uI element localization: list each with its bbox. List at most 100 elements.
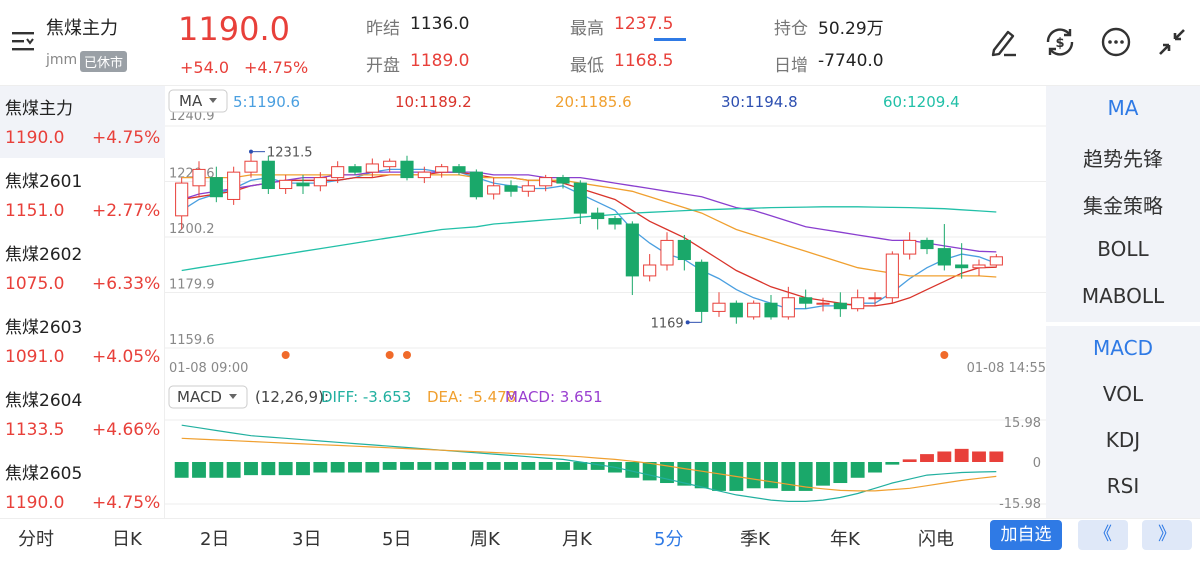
macd-params: (12,26,9): — [255, 388, 329, 406]
contract-code: jmm — [46, 52, 78, 68]
candle-body — [729, 302, 743, 318]
chevron-down-icon — [209, 98, 217, 103]
indicator-1[interactable]: 趋势先锋 — [1083, 147, 1163, 171]
candle — [556, 174, 570, 189]
stat-value: 50.29万 — [818, 19, 884, 39]
macd-bar — [209, 462, 224, 478]
sub-indicator-2[interactable]: KDJ — [1105, 428, 1141, 452]
macd-bar — [885, 462, 900, 465]
tab-10[interactable]: 闪电 — [918, 529, 954, 550]
chart-area[interactable]: 1240.9 1220.6 1200.2 1179.9 1159.6 01-08 09:0… — [165, 86, 1046, 518]
candle — [851, 289, 865, 312]
stat-label: 最高 — [570, 19, 604, 39]
candle — [573, 180, 587, 225]
indicator-2[interactable]: 集金策略 — [1083, 194, 1163, 218]
indicator-4[interactable]: MABOLL — [1081, 284, 1165, 308]
candle — [417, 166, 431, 184]
tab-8[interactable]: 季K — [740, 529, 770, 550]
y-tick-label: 1200.2 — [169, 222, 215, 237]
low-marker-label: 1169 — [651, 316, 684, 331]
collapse-icon[interactable] — [1154, 24, 1190, 60]
contract-list-item[interactable]: 焦煤2604 1133.5 +4.66% — [0, 378, 165, 450]
sub-indicator-0[interactable]: MACD — [1093, 336, 1153, 360]
contract-list-item[interactable]: 焦煤2602 1075.0 +6.33% — [0, 232, 165, 304]
macd-bar — [469, 462, 484, 470]
dea-line — [181, 437, 997, 492]
high-marker-label: 1231.5 — [267, 146, 313, 161]
indicator-0[interactable]: MA — [1107, 96, 1139, 120]
indicator-3[interactable]: BOLL — [1097, 237, 1149, 261]
ma-selector-box — [168, 89, 228, 113]
macd-bar — [504, 462, 518, 470]
macd-selector[interactable]: MACD — [168, 385, 248, 409]
sub-indicator-1[interactable]: VOL — [1102, 382, 1144, 406]
macd-bar — [868, 462, 882, 473]
ma-line-ma20 — [181, 174, 997, 278]
add-watchlist-button[interactable]: 加自选 — [990, 520, 1062, 550]
candle-body — [955, 264, 969, 269]
macd-bar — [192, 462, 206, 478]
candle-body — [937, 248, 951, 266]
contract-name[interactable]: 焦煤主力 — [46, 18, 118, 39]
candle-body — [781, 297, 795, 318]
candle-body — [556, 177, 570, 184]
candle — [539, 174, 553, 192]
macd-bar — [434, 462, 449, 470]
candle-body — [885, 253, 899, 299]
candle — [383, 158, 397, 173]
contract-list-item[interactable]: 焦煤2603 1091.0 +4.05% — [0, 305, 165, 377]
contract-list-name: 焦煤2605 — [5, 464, 83, 484]
candle — [331, 161, 345, 184]
currency-exchange-icon[interactable]: $ — [1042, 24, 1078, 60]
tab-1[interactable]: 日K — [112, 529, 142, 550]
event-dot — [940, 351, 949, 359]
contract-list-item[interactable]: 焦煤2601 1151.0 +2.77% — [0, 159, 165, 231]
contract-list-change: +4.75% — [92, 128, 161, 148]
ma-selector[interactable]: MA — [168, 89, 228, 113]
tab-7[interactable]: 5分 — [654, 529, 684, 550]
contract-list-item[interactable]: 焦煤主力 1190.0 +4.75% — [0, 86, 165, 158]
sub-indicator-3[interactable]: RSI — [1106, 474, 1140, 498]
candle-body — [643, 264, 657, 277]
prev-page-button[interactable]: 《 — [1078, 520, 1128, 550]
price-change-pct: +4.75% — [244, 58, 309, 77]
candle — [833, 292, 847, 317]
contract-list-change: +4.75% — [92, 493, 161, 513]
draw-pen-icon[interactable] — [986, 24, 1022, 60]
more-icon[interactable] — [1098, 24, 1134, 60]
macd-bar — [902, 459, 917, 462]
candle-body — [296, 182, 310, 187]
tab-5[interactable]: 周K — [470, 529, 500, 550]
contract-list-item[interactable]: 焦煤2605 1190.0 +4.75% — [0, 451, 165, 523]
macd-bar — [174, 462, 189, 478]
macd-bar — [746, 462, 761, 489]
candle — [244, 151, 258, 178]
tab-0[interactable]: 分时 — [18, 529, 54, 550]
candle — [625, 221, 639, 296]
candle — [747, 300, 761, 320]
contract-list-change: +4.66% — [92, 420, 161, 440]
next-page-button[interactable]: 》 — [1142, 520, 1192, 550]
contract-list-change: +2.77% — [92, 201, 161, 221]
tab-2[interactable]: 2日 — [200, 529, 230, 550]
candle-body — [747, 302, 761, 318]
macd-bar — [642, 462, 657, 481]
stat-label: 昨结 — [366, 19, 400, 39]
contract-list-price: 1151.0 — [5, 201, 65, 221]
tab-9[interactable]: 年K — [830, 529, 860, 550]
contract-list-price: 1190.0 — [5, 128, 65, 148]
macd-bar — [989, 451, 1004, 462]
contract-list-price: 1190.0 — [5, 493, 65, 513]
tab-3[interactable]: 3日 — [292, 529, 322, 550]
macd-bar — [538, 462, 553, 470]
candle — [695, 259, 709, 323]
tab-6[interactable]: 月K — [562, 529, 592, 550]
candle-body — [608, 218, 622, 225]
contract-list-name: 焦煤2601 — [5, 172, 83, 192]
candle-body — [192, 168, 206, 187]
candle — [920, 237, 934, 255]
menu-icon[interactable] — [10, 30, 36, 52]
tab-4[interactable]: 5日 — [382, 529, 412, 550]
candle — [799, 289, 813, 309]
macd-bar — [400, 462, 414, 470]
